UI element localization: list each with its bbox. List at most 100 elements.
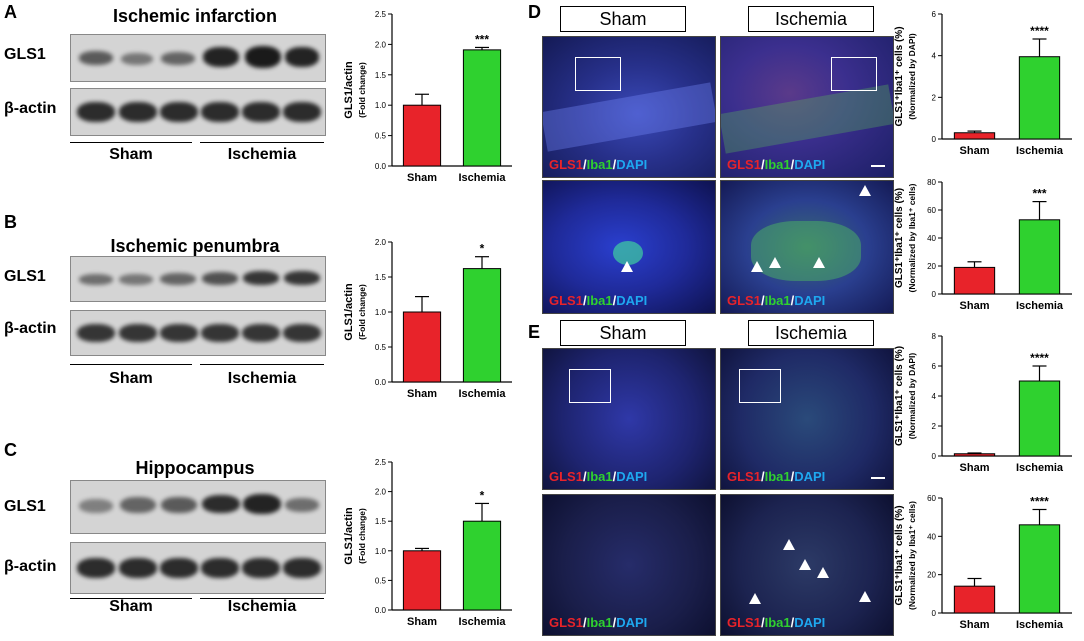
y-tick-label: 2.0 (375, 488, 387, 497)
sham-label-a: Sham (109, 146, 153, 163)
panel-a-title: Ischemic infarction (112, 6, 278, 26)
y-axis-label-line: GLS1/actin (343, 283, 355, 341)
chart-e2: 0 20 40 60 GLS1⁺Iba1⁺ cells (%) (Normalized b… (894, 494, 1072, 631)
micro-d-ischemia-overview: GLS1/Iba1/DAPI (720, 36, 894, 178)
y-axis-label-line: (Fold change) (357, 62, 367, 118)
y-axis-label-line: (Normalized by DAPI) (907, 33, 917, 120)
significance-label: **** (1030, 24, 1049, 38)
micro-e-ischemia-overview: GLS1/Iba1/DAPI (720, 348, 894, 490)
y-tick-label: 6 (932, 10, 937, 19)
chart-b: 0.0 0.5 1.0 1.5 2.0 GLS1/actin (Fold change) Sh… (343, 238, 512, 400)
chart-c: 0.0 0.5 1.0 1.5 2.0 2.5 GLS1/actin (Fold change… (343, 458, 512, 628)
gls1-label-a: GLS1 (4, 46, 46, 63)
y-tick-label: 60 (927, 206, 936, 215)
panel-letter-d: D (528, 2, 541, 22)
x-tick-label: Sham (407, 172, 437, 184)
sham-line-b (70, 364, 192, 365)
panel-e-ischemia-header: Ischemia (748, 320, 874, 346)
bar-sham (402, 311, 442, 383)
scale-bar (871, 477, 885, 479)
significance-label: *** (475, 32, 489, 46)
panel-b-title: Ischemic penumbra (110, 236, 280, 256)
chart-e1: 0 2 4 6 8 GLS1⁺Iba1⁺ cells (%) (Normalized by … (894, 332, 1072, 474)
x-tick-label: Sham (407, 616, 437, 628)
y-tick-label: 1.5 (375, 517, 387, 526)
y-axis-label: GLS1/actin (Fold change) (343, 507, 367, 565)
bar-ischemia (462, 520, 502, 611)
y-tick-label: 4 (932, 52, 937, 61)
caption-d-ischemia-top: GLS1/Iba1/DAPI (727, 157, 826, 172)
micro-d-sham-overview: GLS1/Iba1/DAPI (542, 36, 716, 178)
bar-sham (953, 266, 996, 295)
arrowhead-icon (799, 559, 811, 570)
caption-e-ischemia-top: GLS1/Iba1/DAPI (727, 469, 826, 484)
y-tick-label: 6 (932, 362, 937, 371)
inset-box (575, 57, 621, 91)
gls1-label-c: GLS1 (4, 498, 46, 515)
y-axis-label-line: GLS1/actin (343, 507, 355, 565)
bar-ischemia (1018, 219, 1061, 295)
x-tick-label: Ischemia (1016, 462, 1064, 474)
ischemia-label-b: Ischemia (227, 370, 297, 387)
y-axis-label: GLS1/actin (Fold change) (343, 61, 367, 119)
y-tick-label: 1.5 (375, 273, 387, 282)
arrowhead-icon (751, 261, 763, 272)
micro-d-ischemia-zoom: GLS1/Iba1/DAPI (720, 180, 894, 314)
actin-label-a: β-actin (4, 100, 57, 117)
y-axis-label-line: GLS1⁺Iba1⁺ cells (%) (894, 346, 905, 446)
blot-c-gls1 (70, 480, 326, 534)
y-tick-label: 0 (932, 135, 937, 144)
y-axis-label: GLS1⁺Iba1⁺ cells (%) (Normalized by Iba1⁺… (894, 501, 917, 610)
y-tick-label: 0.5 (375, 576, 387, 585)
arrowhead-icon (859, 185, 871, 196)
ischemia-line-b (200, 364, 324, 365)
y-tick-label: 40 (927, 532, 936, 541)
y-tick-label: 20 (927, 571, 936, 580)
y-tick-label: 4 (932, 392, 937, 401)
x-tick-label: Sham (960, 145, 990, 157)
y-tick-label: 2.5 (375, 10, 387, 19)
x-tick-label: Ischemia (1016, 145, 1064, 157)
sham-label-b: Sham (109, 370, 153, 387)
x-tick-label: Ischemia (458, 388, 506, 400)
caption-d-sham-top: GLS1/Iba1/DAPI (549, 157, 648, 172)
sham-line-a (70, 142, 192, 143)
bar-ischemia (462, 268, 502, 383)
x-tick-label: Sham (960, 462, 990, 474)
y-tick-label: 1.0 (375, 308, 387, 317)
arrowhead-icon (817, 567, 829, 578)
x-tick-label: Sham (407, 388, 437, 400)
arrowhead-icon (621, 261, 633, 272)
inset-box (831, 57, 877, 91)
significance-label: **** (1030, 495, 1049, 509)
bar-sham (953, 453, 996, 457)
inset-box (739, 369, 781, 403)
chart-d1: 0 2 4 6 GLS1⁺Iba1⁺ cells (%) (Normalized by D… (894, 10, 1072, 157)
y-tick-label: 80 (927, 178, 936, 187)
y-tick-label: 2 (932, 422, 937, 431)
arrowhead-icon (749, 593, 761, 604)
y-tick-label: 40 (927, 234, 936, 243)
y-tick-label: 2.5 (375, 458, 387, 467)
panel-e-sham-header: Sham (560, 320, 686, 346)
bar-ischemia (1018, 524, 1061, 614)
caption-e-sham-bottom: GLS1/Iba1/DAPI (549, 615, 648, 630)
y-tick-label: 0.0 (375, 162, 387, 171)
caption-e-sham-top: GLS1/Iba1/DAPI (549, 469, 648, 484)
x-tick-label: Sham (960, 619, 990, 631)
actin-label-b: β-actin (4, 320, 57, 337)
chart-d2: 0 20 40 60 80 GLS1⁺Iba1⁺ cells (%) (Normalized… (894, 178, 1072, 312)
y-axis-label-line: (Fold change) (357, 284, 367, 340)
panel-letter-c: C (4, 440, 17, 460)
bar-sham (402, 550, 442, 611)
y-axis-label-line: (Fold change) (357, 508, 367, 564)
y-tick-label: 20 (927, 262, 936, 271)
bar-ischemia (1018, 56, 1061, 140)
ischemia-line-a (200, 142, 324, 143)
bar-sham (953, 132, 996, 140)
sham-label-c: Sham (109, 598, 153, 615)
blot-b-actin (70, 310, 326, 356)
x-tick-label: Ischemia (458, 616, 506, 628)
y-axis-label: GLS1⁺Iba1⁺ cells (%) (Normalized by Iba1⁺… (894, 183, 917, 292)
panel-d-ischemia-header: Ischemia (748, 6, 874, 32)
